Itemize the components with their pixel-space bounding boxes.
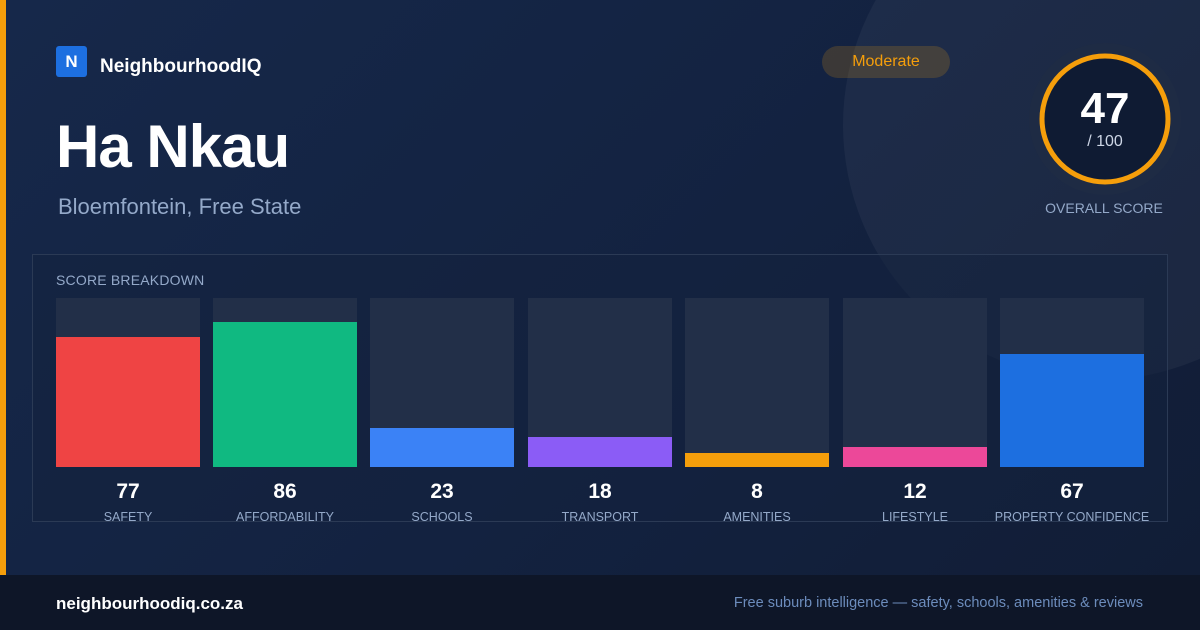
overall-score-ring: 47 / 100 [1028, 42, 1182, 196]
score-bar-fill [370, 428, 514, 467]
score-bar-track [56, 298, 200, 467]
score-label: AMENITIES [723, 510, 791, 524]
footer-url: neighbourhoodiq.co.za [56, 594, 243, 613]
score-bar-track [213, 298, 357, 467]
score-bar-fill [843, 446, 987, 467]
suburb-location: Bloemfontein, Free State [58, 194, 302, 219]
footer-tagline: Free suburb intelligence — safety, schoo… [733, 595, 1143, 611]
score-value: 23 [430, 480, 454, 503]
score-label: LIFESTYLE [882, 510, 948, 524]
score-value: 18 [588, 480, 612, 503]
score-label: PROPERTY CONFIDENCE [994, 510, 1150, 524]
score-bar-track [1000, 298, 1144, 467]
score-bar-fill [56, 336, 200, 467]
score-bar-track [685, 298, 829, 467]
score-value: 86 [273, 480, 297, 503]
rating-badge: Moderate [822, 46, 950, 78]
suburb-title: Ha Nkau [56, 113, 290, 180]
score-bar-fill [528, 436, 672, 467]
logo-icon: N [56, 46, 87, 77]
score-label: SCHOOLS [411, 510, 473, 524]
accent-bar [0, 0, 6, 575]
score-label: AFFORDABILITY [236, 510, 334, 524]
score-value: 77 [116, 480, 140, 503]
breakdown-title: SCORE BREAKDOWN [56, 272, 205, 288]
score-breakdown-panel: SCORE BREAKDOWN 77 SAFETY 86 AFFORDABILI… [32, 254, 1168, 524]
footer: neighbourhoodiq.co.za Free suburb intell… [0, 575, 1200, 630]
score-value: 67 [1060, 480, 1084, 503]
score-bar-fill [213, 321, 357, 467]
share-card: N NeighbourhoodIQ Ha Nkau Bloemfontein, … [0, 0, 1200, 575]
score-bar-fill [1000, 353, 1144, 467]
overall-score-denominator: / 100 [1087, 133, 1123, 150]
overall-score-value: 47 [1080, 84, 1130, 133]
score-bar-track [843, 298, 987, 467]
overall-score-label: OVERALL SCORE [1045, 200, 1163, 216]
score-bar-track [370, 298, 514, 467]
score-value: 8 [751, 480, 763, 503]
score-label: TRANSPORT [561, 510, 639, 524]
score-label: SAFETY [103, 510, 153, 524]
score-bar-fill [685, 453, 829, 467]
score-bar-track [528, 298, 672, 467]
score-ring-graphic [1029, 43, 1181, 195]
brand-name: NeighbourhoodIQ [100, 56, 262, 77]
score-value: 12 [903, 480, 927, 503]
